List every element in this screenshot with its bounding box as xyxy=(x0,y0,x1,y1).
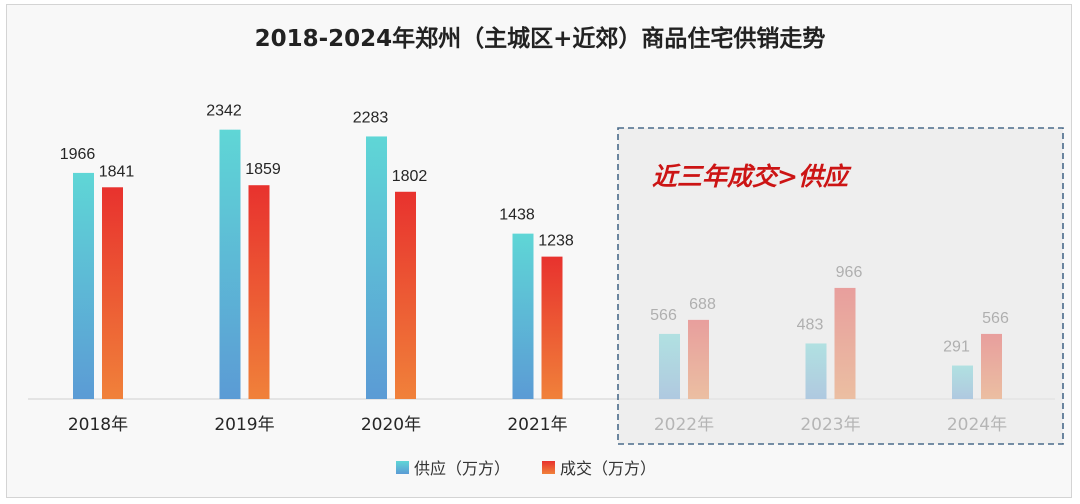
data-label-supply-0: 1966 xyxy=(60,146,96,163)
x-tick-label-0: 2018年 xyxy=(68,415,128,435)
chart-title: 2018-2024年郑州（主城区+近郊）商品住宅供销走势 xyxy=(255,25,826,52)
legend-swatch-supply xyxy=(396,461,409,474)
data-label-supply-2: 2283 xyxy=(353,109,389,126)
legend-label-supply: 供应（万方） xyxy=(414,459,510,478)
data-label-deal-2: 1802 xyxy=(392,168,428,185)
bar-supply-2 xyxy=(366,136,387,399)
highlight-box xyxy=(617,127,1064,445)
bar-supply-3 xyxy=(512,233,534,399)
legend-swatch-deal xyxy=(542,461,555,474)
bar-deal-3 xyxy=(541,256,563,399)
bar-supply-0 xyxy=(73,172,94,399)
legend: 供应（万方） 成交（万方） xyxy=(396,459,656,478)
data-label-deal-3: 1238 xyxy=(538,233,574,250)
x-tick-label-2: 2020年 xyxy=(361,415,421,435)
data-label-deal-1: 1859 xyxy=(245,161,281,178)
bar-deal-1 xyxy=(248,185,270,399)
bar-deal-0 xyxy=(102,187,123,399)
data-label-supply-1: 2342 xyxy=(206,103,242,120)
bar-supply-1 xyxy=(219,129,241,400)
x-tick-label-3: 2021年 xyxy=(507,415,567,435)
x-tick-label-1: 2019年 xyxy=(214,415,274,435)
bar-deal-2 xyxy=(395,191,416,399)
data-label-deal-0: 1841 xyxy=(99,163,135,180)
data-label-supply-3: 1438 xyxy=(499,207,535,224)
legend-label-deal: 成交（万方） xyxy=(560,459,656,478)
annotation-text: 近三年成交>供应 xyxy=(652,162,852,191)
